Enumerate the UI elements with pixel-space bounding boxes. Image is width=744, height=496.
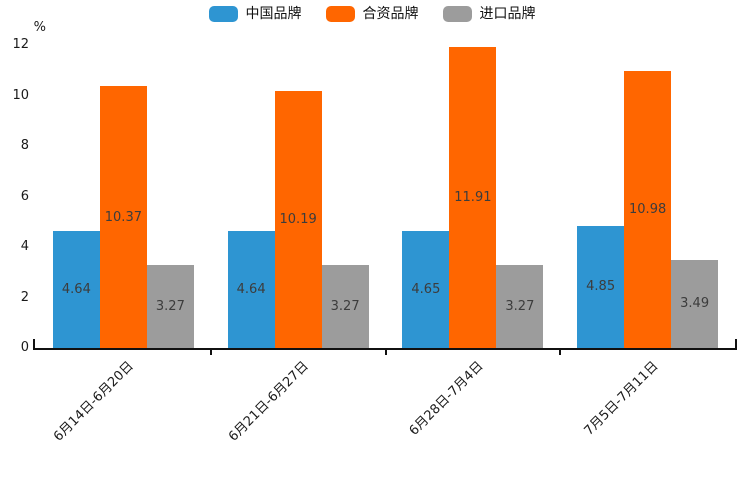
plot-area: 4.64 10.37 3.27 4.64 10.19 3.27 4.65 11.91 3.27 4… [36,45,735,348]
legend-label: 中国品牌 [245,6,302,22]
y-tick-label: 6 [20,188,29,204]
bar-value-label: 10.37 [104,209,142,225]
x-axis-endcap [735,339,737,348]
x-tick-label: 6月28日-7月4日 [406,358,487,439]
bar-value-label: 3.27 [505,299,535,315]
y-tick-label: 0 [20,340,29,355]
x-axis-endcap [33,339,35,348]
x-axis-line [33,348,737,350]
bar-value-label: 3.27 [155,299,185,315]
legend-item-china-brands: 中国品牌 [208,6,302,22]
y-tick-label: 2 [20,289,29,305]
bar-value-label: 4.64 [61,281,91,297]
legend-item-joint-venture-brands: 合资品牌 [325,6,419,22]
legend-label: 进口品牌 [479,6,536,22]
bar-series1-group2: 11.91 [449,47,497,348]
bar-series2-group3: 3.49 [671,259,719,348]
bar-value-label: 4.85 [586,279,616,295]
bar-value-label: 10.19 [279,211,317,227]
legend-swatch-imported-brands [442,6,472,22]
bar-series2-group2: 3.27 [496,265,544,348]
bar-series2-group0: 3.27 [146,265,194,348]
bar-series2-group1: 3.27 [321,265,369,348]
legend-label: 合资品牌 [362,6,419,22]
x-tick-mark [209,350,212,355]
legend-swatch-china-brands [208,6,238,22]
y-tick-label: 8 [20,138,29,153]
y-axis-unit-label: % [33,20,46,35]
x-tick-mark [559,350,562,355]
bar-series1-group3: 10.98 [624,70,672,348]
bar-series0-group0: 4.64 [52,230,100,348]
bar-series0-group1: 4.64 [227,230,275,348]
x-tick-label: 7月5日-7月11日 [581,358,662,439]
bar-value-label: 3.49 [680,296,710,312]
x-tick-label: 6月14日-6月20日 [51,358,137,445]
y-tick-label: 12 [12,37,29,52]
bar-value-label: 3.27 [330,299,360,315]
bar-value-label: 11.91 [454,190,492,206]
legend: 中国品牌 合资品牌 进口品牌 [0,6,744,22]
legend-swatch-joint-venture-brands [325,6,355,22]
bar-series1-group1: 10.19 [274,90,322,348]
bar-series1-group0: 10.37 [99,86,147,348]
bar-value-label: 4.64 [236,281,266,297]
x-tick-mark [384,350,387,355]
legend-item-imported-brands: 进口品牌 [442,6,536,22]
bar-series0-group2: 4.65 [402,230,450,348]
y-tick-label: 4 [20,239,29,254]
y-tick-label: 10 [12,87,29,103]
bar-value-label: 4.65 [411,281,441,297]
bar-value-label: 10.98 [629,201,667,217]
x-tick-label: 6月21日-6月27日 [225,358,312,445]
bar-series0-group3: 4.85 [577,225,625,348]
